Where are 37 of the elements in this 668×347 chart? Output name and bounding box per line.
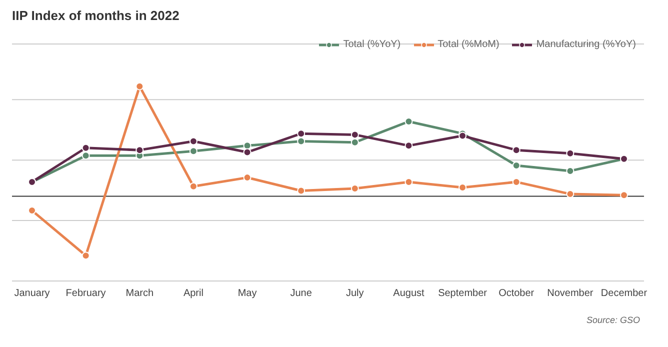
point (82, 152, 90, 160)
point (404, 142, 413, 150)
point (243, 148, 252, 156)
legend-label: Manufacturing (%YoY) (536, 39, 636, 50)
point (350, 130, 359, 139)
point (82, 252, 90, 260)
point (189, 147, 198, 156)
point (82, 144, 90, 152)
legend-label: Total (%YoY) (343, 39, 401, 50)
point (297, 130, 306, 138)
x-tick-label: August (393, 288, 425, 300)
x-tick-label: May (238, 288, 257, 300)
point (404, 118, 413, 126)
point (136, 82, 144, 90)
x-tick-label: July (346, 288, 364, 300)
point (189, 137, 198, 146)
point (512, 146, 520, 154)
x-tick-label: June (290, 288, 312, 300)
point (189, 182, 198, 190)
x-tick-label: March (126, 288, 154, 300)
point (297, 186, 306, 195)
x-tick-label: April (183, 288, 204, 300)
x-tick-label: November (547, 288, 594, 300)
point (297, 137, 306, 146)
point (350, 138, 359, 146)
legend-label: Total (%MoM) (438, 39, 500, 50)
point (28, 206, 36, 215)
chart-title: IIP Index of months in 2022 (12, 8, 180, 23)
x-tick-label: October (498, 288, 535, 300)
point (566, 149, 574, 158)
point (620, 191, 628, 200)
source-note: Source: GSO (585, 315, 640, 325)
x-tick-label: February (66, 288, 106, 300)
x-tick-label: January (14, 288, 50, 300)
x-tick-label: December (600, 288, 648, 300)
x-tick-label: September (438, 288, 488, 300)
point (136, 146, 144, 154)
